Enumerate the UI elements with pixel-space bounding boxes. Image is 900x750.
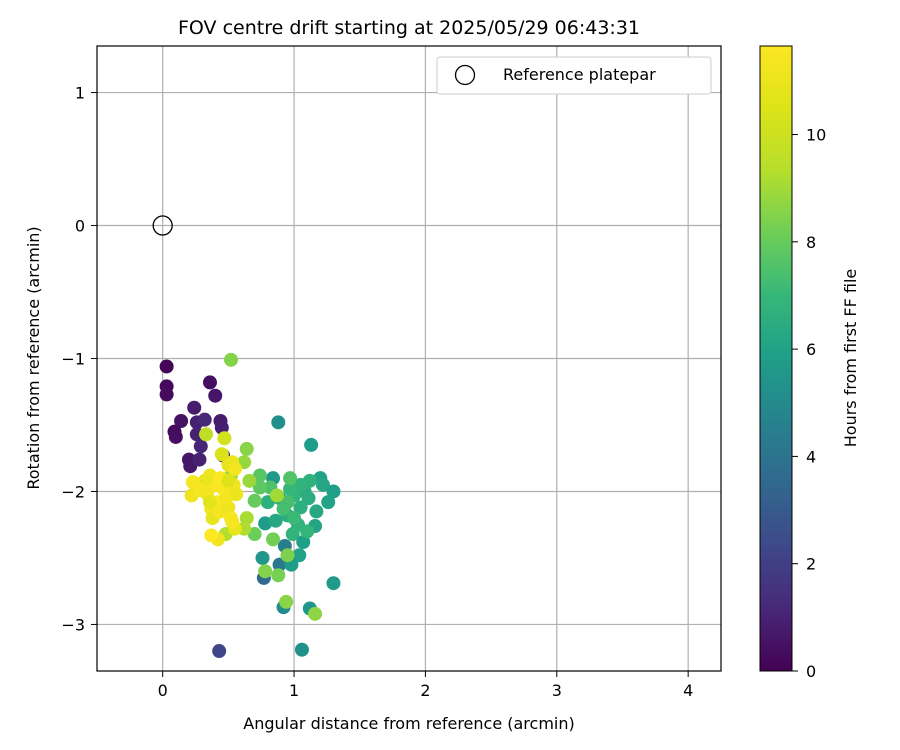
scatter-point — [223, 352, 238, 367]
colorbar-tick-label: 8 — [806, 233, 816, 252]
scatter-point — [159, 387, 174, 402]
scatter-point — [272, 557, 287, 572]
scatter-point — [202, 375, 217, 390]
scatter-point — [271, 568, 286, 583]
colorbar-ticks: 0 2 4 6 8 10 — [792, 126, 826, 681]
scatter-point — [301, 491, 316, 506]
scatter-point — [192, 452, 207, 467]
x-tick-label: 4 — [683, 681, 693, 700]
scatter-point — [268, 513, 283, 528]
colorbar-tick-label: 0 — [806, 662, 816, 681]
scatter-point — [266, 532, 281, 547]
y-tick-label: −1 — [61, 350, 85, 369]
scatter-point — [247, 527, 262, 542]
chart-title: FOV centre drift starting at 2025/05/29 … — [178, 17, 640, 39]
scatter-point — [300, 524, 315, 539]
grid-lines — [97, 46, 721, 671]
y-tick-label: 0 — [75, 217, 85, 236]
scatter-point — [239, 441, 254, 456]
scatter-point — [283, 481, 298, 496]
colorbar-tick-label: 6 — [806, 340, 816, 359]
scatter-point — [321, 495, 336, 510]
scatter-point — [168, 429, 183, 444]
x-tick-label: 3 — [552, 681, 562, 700]
scatter-point — [283, 471, 298, 486]
scatter-point — [242, 473, 257, 488]
scatter-point — [308, 606, 323, 621]
scatter-point — [225, 515, 240, 530]
scatter-point — [255, 550, 270, 565]
scatter-point — [304, 437, 319, 452]
colorbar-tick-label: 2 — [806, 555, 816, 574]
scatter-point — [279, 594, 294, 609]
scatter-point — [187, 400, 202, 415]
colorbar-tick-label: 10 — [806, 126, 826, 145]
scatter-point — [193, 439, 208, 454]
scatter-point — [326, 576, 341, 591]
x-tick-label: 1 — [289, 681, 299, 700]
scatter-point — [294, 642, 309, 657]
scatter-point — [159, 359, 174, 374]
scatter-point — [296, 535, 311, 550]
colorbar-gradient — [759, 45, 793, 672]
legend-box — [436, 56, 712, 95]
y-tick-label: 1 — [75, 84, 85, 103]
colorbar-label: Hours from first FF file — [841, 269, 860, 448]
x-axis-ticks: 0 1 2 3 4 — [158, 671, 693, 700]
scatter-point — [208, 388, 223, 403]
scatter-point — [214, 420, 229, 435]
scatter-point — [202, 495, 217, 510]
scatter-point — [258, 564, 273, 579]
scatter-point — [229, 487, 244, 502]
y-tick-label: −3 — [61, 615, 85, 634]
scatter-point — [174, 414, 189, 428]
scatter-point — [197, 412, 212, 427]
legend: Reference platepar — [436, 56, 712, 95]
scatter-point — [271, 415, 286, 430]
y-tick-label: −2 — [61, 482, 85, 501]
scatter-point — [293, 477, 308, 492]
scatter-point — [204, 528, 219, 543]
x-axis-label: Angular distance from reference (arcmin) — [243, 714, 574, 733]
scatter-point — [326, 484, 341, 499]
scatter-point — [221, 473, 236, 488]
scatter-point — [239, 511, 254, 526]
scatter-point — [309, 504, 324, 519]
scatter-point — [199, 427, 214, 442]
scatter-point — [293, 500, 308, 515]
y-axis-ticks: 1 0 −1 −2 −3 — [61, 84, 97, 634]
y-axis-label: Rotation from reference (arcmin) — [24, 226, 43, 489]
scatter-point — [212, 644, 227, 659]
scatter-point — [214, 447, 229, 462]
scatter-point — [258, 516, 273, 531]
legend-label: Reference platepar — [503, 65, 656, 84]
scatter-point — [217, 431, 232, 446]
scatter-point — [269, 488, 284, 503]
colorbar-tick-label: 4 — [806, 447, 816, 466]
scatter-point — [252, 468, 267, 483]
data-points — [159, 352, 341, 659]
scatter-point — [247, 493, 262, 508]
x-tick-label: 2 — [420, 681, 430, 700]
scatter-point — [287, 511, 302, 526]
scatter-point — [227, 461, 242, 476]
scatter-point — [315, 477, 330, 492]
scatter-point — [285, 527, 300, 542]
scatter-point — [280, 548, 295, 563]
reference-platepar-point — [152, 215, 173, 236]
colorbar: 0 2 4 6 8 10 Hours from first FF file — [759, 45, 860, 681]
scatter-point — [221, 500, 236, 515]
scatter-point — [276, 501, 291, 516]
legend-marker-icon — [454, 64, 476, 86]
scatter-point — [252, 480, 267, 495]
reference-marker — [152, 215, 173, 236]
scatter-point — [292, 548, 307, 563]
x-tick-label: 0 — [158, 681, 168, 700]
